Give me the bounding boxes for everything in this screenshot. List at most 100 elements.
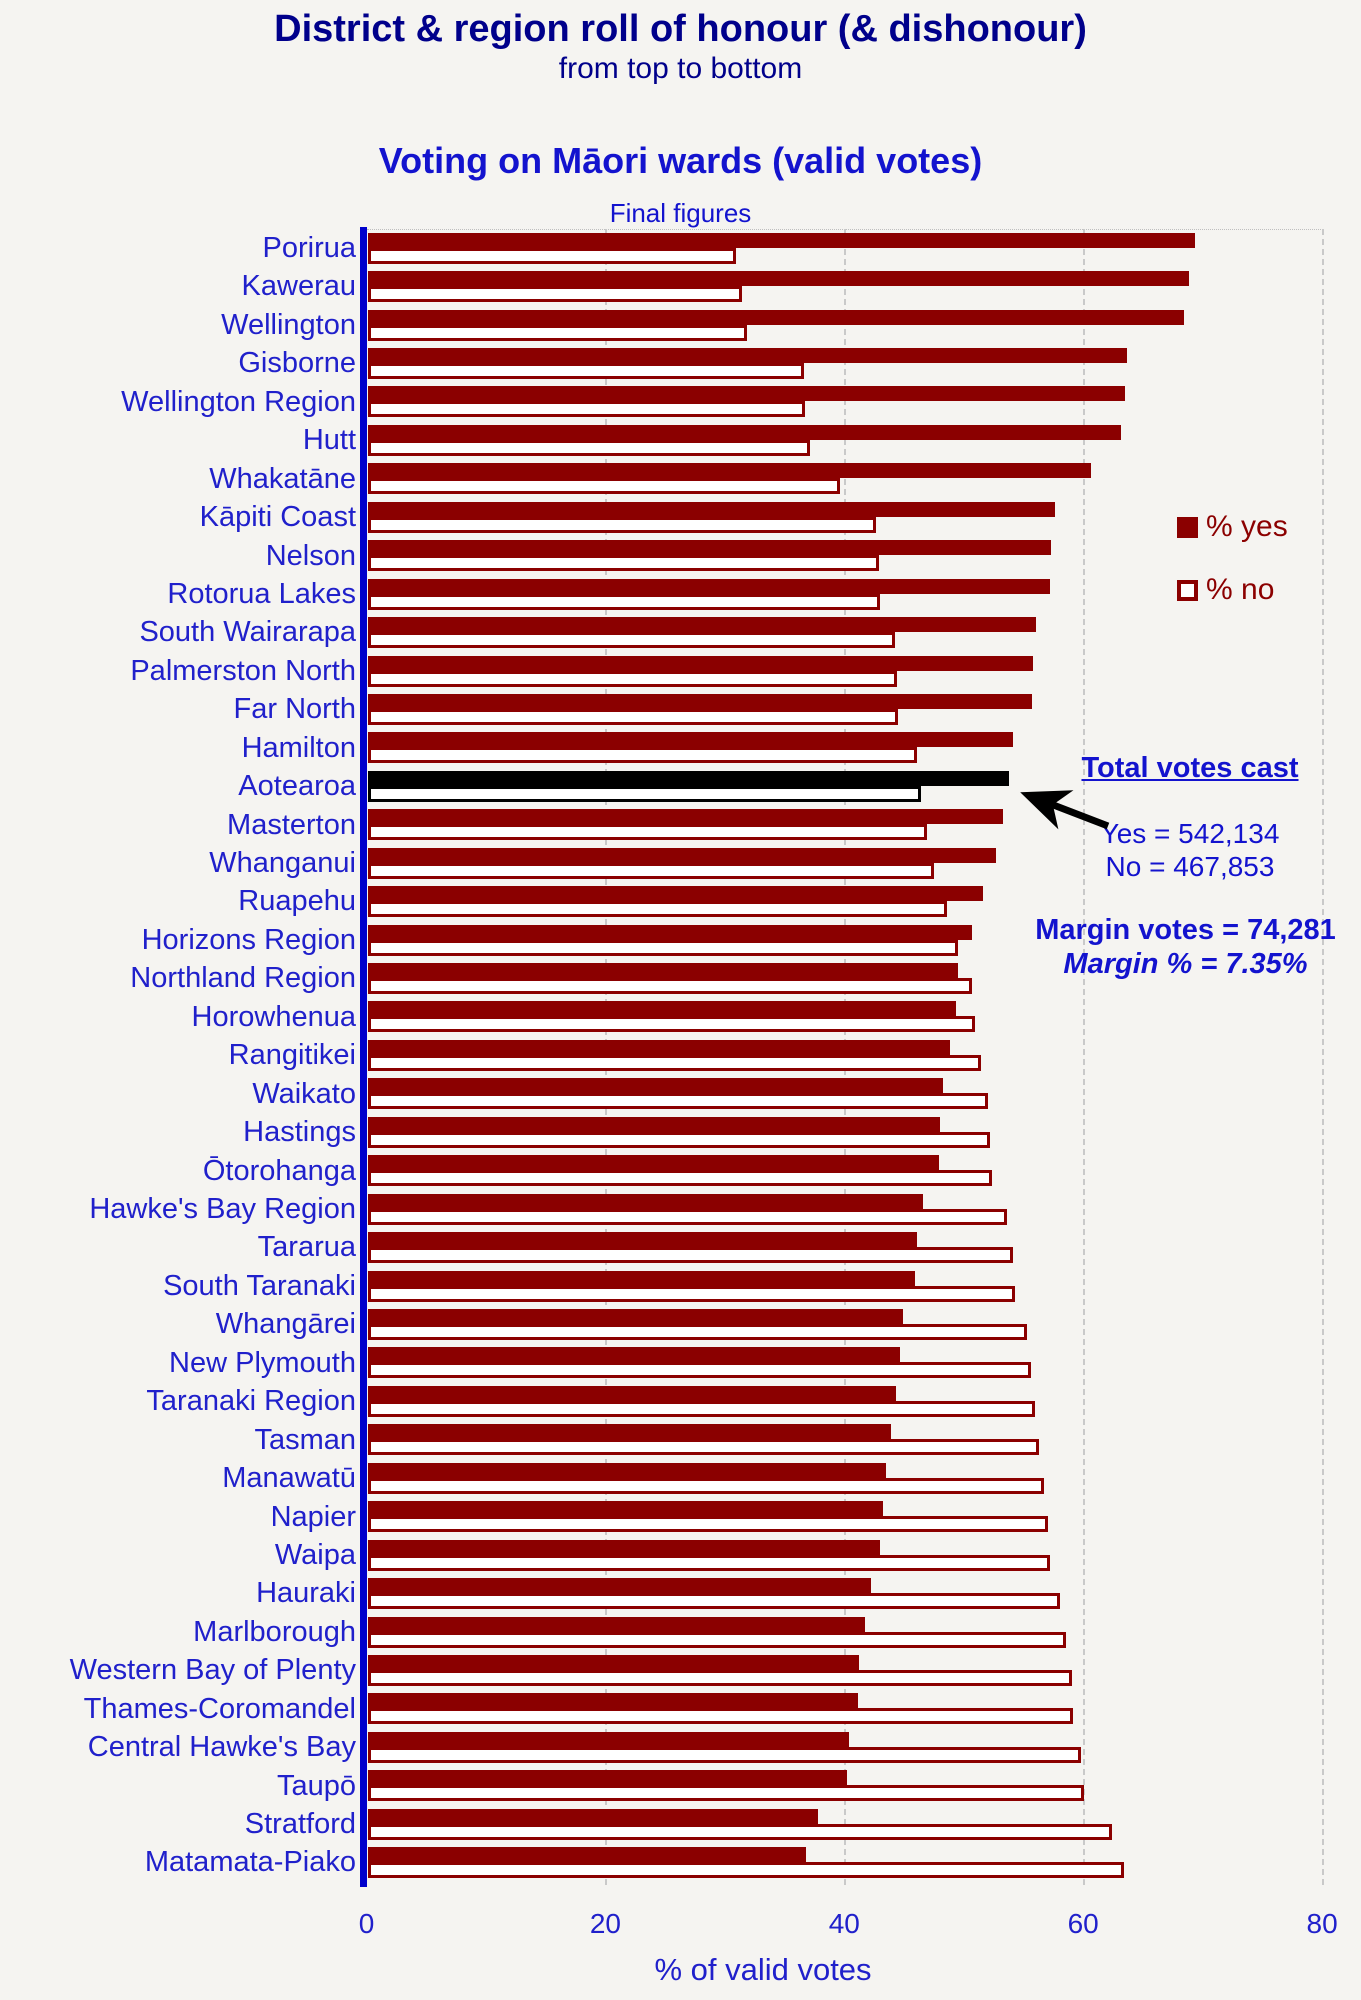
district-label: Whanganui [209,847,356,880]
yes-bar [368,1654,859,1670]
yes-bar [368,1616,865,1632]
district-label: Waikato [252,1077,356,1110]
yes-bar [368,1462,887,1478]
yes-bar [368,963,959,979]
district-label: Aotearoa [238,770,356,803]
district-label: South Taranaki [163,1269,356,1302]
table-row: Ruapehu [0,882,1361,920]
no-bar [368,324,747,341]
district-label: Thames-Coromandel [83,1692,356,1725]
no-bar [368,401,806,418]
yes-bar [368,1424,892,1440]
no-bar [368,555,880,572]
district-label: Central Hawke's Bay [87,1731,356,1764]
legend-no-label: % no [1206,573,1275,606]
no-bar [368,1400,1035,1417]
table-row: Matamata-Piako [0,1843,1361,1881]
table-row: Kāpiti Coast [0,498,1361,536]
table-row: Tasman [0,1421,1361,1459]
legend-yes-swatch [1177,517,1198,538]
table-row: Aotearoa [0,767,1361,805]
district-label: Porirua [262,232,357,264]
district-label: Gisborne [238,347,356,380]
yes-bar [368,924,973,940]
no-bar [368,1093,988,1110]
table-row: Waikato [0,1075,1361,1113]
district-label: Hamilton [241,731,356,764]
district-label: Hastings [243,1116,356,1149]
yes-bar [368,1578,871,1594]
district-label: Manawatū [222,1462,356,1495]
table-row: Wellington Region [0,383,1361,421]
district-label: Masterton [227,808,356,841]
chart-title: Voting on Māori wards (valid votes) [378,140,983,181]
yes-bar [368,348,1127,363]
table-row: Horowhenua [0,998,1361,1036]
table-row: Far North [0,690,1361,728]
district-label: Northland Region [130,962,356,995]
no-bar [368,363,804,379]
district-label: Horizons Region [141,923,356,956]
yes-bar [368,1232,918,1248]
x-tick-label-20: 20 [589,1908,621,1939]
no-bar [368,247,736,264]
table-row: Rangitikei [0,1036,1361,1074]
table-row: Masterton [0,806,1361,844]
no-bar [368,824,928,841]
no-bar [368,478,840,495]
total-yes-votes: Yes = 542,134 [1100,818,1280,849]
no-bar [368,593,881,610]
no-bar [368,1554,1051,1571]
table-row: Hastings [0,1113,1361,1151]
district-label: Wellington Region [121,385,356,418]
table-row: Whangārei [0,1305,1361,1343]
no-bar [368,1477,1045,1494]
no-bar [368,1362,1031,1379]
no-bar [368,1785,1084,1802]
district-label: Matamata-Piako [144,1846,356,1879]
no-bar [368,1823,1113,1840]
no-bar [368,1669,1072,1686]
table-row: Hutt [0,421,1361,459]
district-label: Waipa [274,1538,356,1571]
district-label: Rotorua Lakes [167,577,356,610]
total-votes-heading: Total votes cast [1081,752,1299,784]
no-bar [368,632,895,649]
no-bar [368,1054,981,1071]
gridline-60 [1083,229,1086,1885]
no-bar [368,1439,1040,1456]
gridline-80 [1322,229,1325,1885]
yes-bar [368,770,1010,786]
yes-bar [368,1847,807,1863]
table-row: Manawatū [0,1459,1361,1497]
district-label: Kawerau [241,270,356,303]
no-bar [368,1708,1073,1725]
yes-bar [368,1539,881,1555]
page-subtitle: from top to bottom [558,52,803,85]
yes-bar [368,463,1091,479]
table-row: Palmerston North [0,652,1361,690]
no-bar [368,670,898,687]
no-bar [368,1324,1028,1340]
district-label: Tasman [254,1423,356,1456]
table-row: Wellington [0,306,1361,344]
table-row: Porirua [0,229,1361,267]
no-bar [368,862,935,879]
no-bar [368,1170,992,1187]
table-row: Central Hawke's Bay [0,1728,1361,1766]
no-bar [368,1016,975,1033]
no-bar [368,747,918,764]
x-axis-title: % of valid votes [654,1952,872,1987]
district-label: Nelson [265,539,356,572]
no-bar [368,939,959,956]
yes-bar [368,1001,956,1017]
district-label: New Plymouth [169,1346,356,1379]
table-row: Waipa [0,1536,1361,1574]
table-row: Western Bay of Plenty [0,1651,1361,1689]
table-row: Marlborough [0,1613,1361,1651]
district-label: Napier [270,1500,356,1533]
district-label: Hawke's Bay Region [89,1193,356,1225]
table-row: Taranaki Region [0,1382,1361,1420]
no-bar [368,439,810,456]
